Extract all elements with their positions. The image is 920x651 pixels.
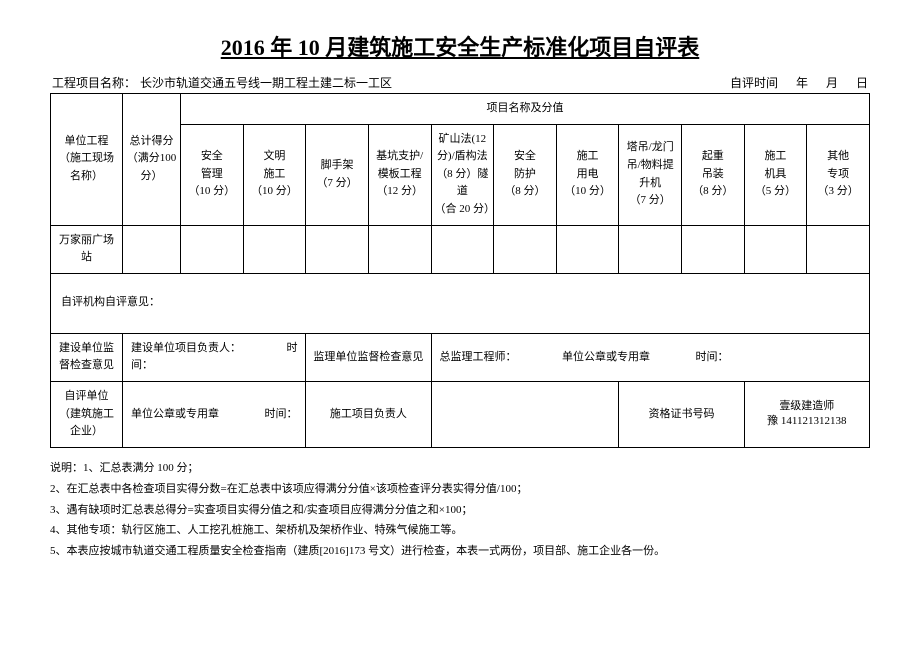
cell-c2: [243, 225, 306, 273]
sig1-label: 建设单位监督检查意见: [51, 333, 123, 381]
cell-c8: [619, 225, 682, 273]
date-year: 年: [796, 74, 808, 91]
date-label: 自评时间: [730, 74, 778, 91]
cell-c6: [494, 225, 557, 273]
date-month: 月: [826, 74, 838, 91]
sig2-a-text: 单位公章或专用章: [131, 408, 219, 420]
cell-c10: [744, 225, 807, 273]
project-label: 工程项目名称：: [52, 74, 136, 91]
col-c4: 基坑支护/模板工程 （12 分）: [368, 124, 431, 225]
note-1: 1、汇总表满分 100 分；: [83, 462, 199, 474]
col-total: 总计得分（满分100 分）: [123, 94, 181, 226]
main-table: 单位工程（施工现场名称） 总计得分（满分100 分） 项目名称及分值 安全 管理…: [50, 93, 870, 448]
col-c7: 施工 用电 （10 分）: [556, 124, 619, 225]
opinion-cell: 自评机构自评意见：: [51, 273, 870, 333]
sig2-label: 自评单位（建筑施工企业）: [51, 381, 123, 447]
col-c10: 施工 机具 （5 分）: [744, 124, 807, 225]
col-c9: 起重 吊装 （8 分）: [682, 124, 745, 225]
notes: 说明：1、汇总表满分 100 分； 2、在汇总表中各检查项目实得分数=在汇总表中…: [50, 458, 870, 562]
sig2-blank: [431, 381, 619, 447]
col-unit: 单位工程（施工现场名称）: [51, 94, 123, 226]
col-c11: 其他 专项 （3 分）: [807, 124, 870, 225]
note-5: 5、本表应按城市轨道交通工程质量安全检查指南（建质[2016]173 号文）进行…: [50, 541, 870, 562]
sig1-time2: 时间：: [696, 351, 729, 363]
cell-c9: [682, 225, 745, 273]
cell-total: [123, 225, 181, 273]
sig1-b: 总监理工程师： 单位公章或专用章 时间：: [431, 333, 870, 381]
cert-title: 壹级建造师: [748, 399, 866, 414]
meta-row: 工程项目名称： 长沙市轨道交通五号线一期工程土建二标一工区 自评时间 年 月 日: [50, 74, 870, 91]
col-c8: 塔吊/龙门吊/物料提升机 （7 分）: [619, 124, 682, 225]
note-3: 3、遇有缺项时汇总表总得分=实查项目实得分值之和/实查项目应得满分分值之和×10…: [50, 500, 870, 521]
row-site: 万家丽广场站: [51, 225, 123, 273]
cell-c7: [556, 225, 619, 273]
project-name: 长沙市轨道交通五号线一期工程土建二标一工区: [140, 74, 392, 91]
cell-c1: [181, 225, 244, 273]
col-c5: 矿山法(12 分)/盾构法（8 分）隧道 （合 20 分）: [431, 124, 494, 225]
cell-c11: [807, 225, 870, 273]
col-span-header: 项目名称及分值: [181, 94, 870, 125]
col-c1: 安全 管理 （10 分）: [181, 124, 244, 225]
sig1-mid-label: 监理单位监督检查意见: [306, 333, 431, 381]
sig2-a: 单位公章或专用章 时间：: [123, 381, 306, 447]
col-c3: 脚手架 （7 分）: [306, 124, 369, 225]
notes-prefix: 说明：: [50, 462, 83, 474]
sig2-mid: 施工项目负责人: [306, 381, 431, 447]
cell-c4: [368, 225, 431, 273]
note-2: 2、在汇总表中各检查项目实得分数=在汇总表中该项应得满分分值×该项检查评分表实得…: [50, 479, 870, 500]
cert-no: 豫 141121312138: [748, 414, 866, 429]
cell-c5: [431, 225, 494, 273]
sig1-a-text: 建设单位项目负责人：: [131, 342, 241, 354]
note-4: 4、其他专项：轨行区施工、人工挖孔桩施工、架桥机及架桥作业、特殊气候施工等。: [50, 520, 870, 541]
page-title: 2016 年 10 月建筑施工安全生产标准化项目自评表: [50, 30, 870, 62]
col-c2: 文明 施工 （10 分）: [243, 124, 306, 225]
col-c6: 安全 防护 （8 分）: [494, 124, 557, 225]
cell-c3: [306, 225, 369, 273]
sig2-cert-label: 资格证书号码: [619, 381, 744, 447]
sig1-a: 建设单位项目负责人： 时间：: [123, 333, 306, 381]
sig1-b-text: 总监理工程师：: [440, 351, 517, 363]
sig2-time: 时间：: [265, 408, 298, 420]
sig1-stamp: 单位公章或专用章: [562, 351, 650, 363]
sig2-cert: 壹级建造师 豫 141121312138: [744, 381, 869, 447]
date-day: 日: [856, 74, 868, 91]
